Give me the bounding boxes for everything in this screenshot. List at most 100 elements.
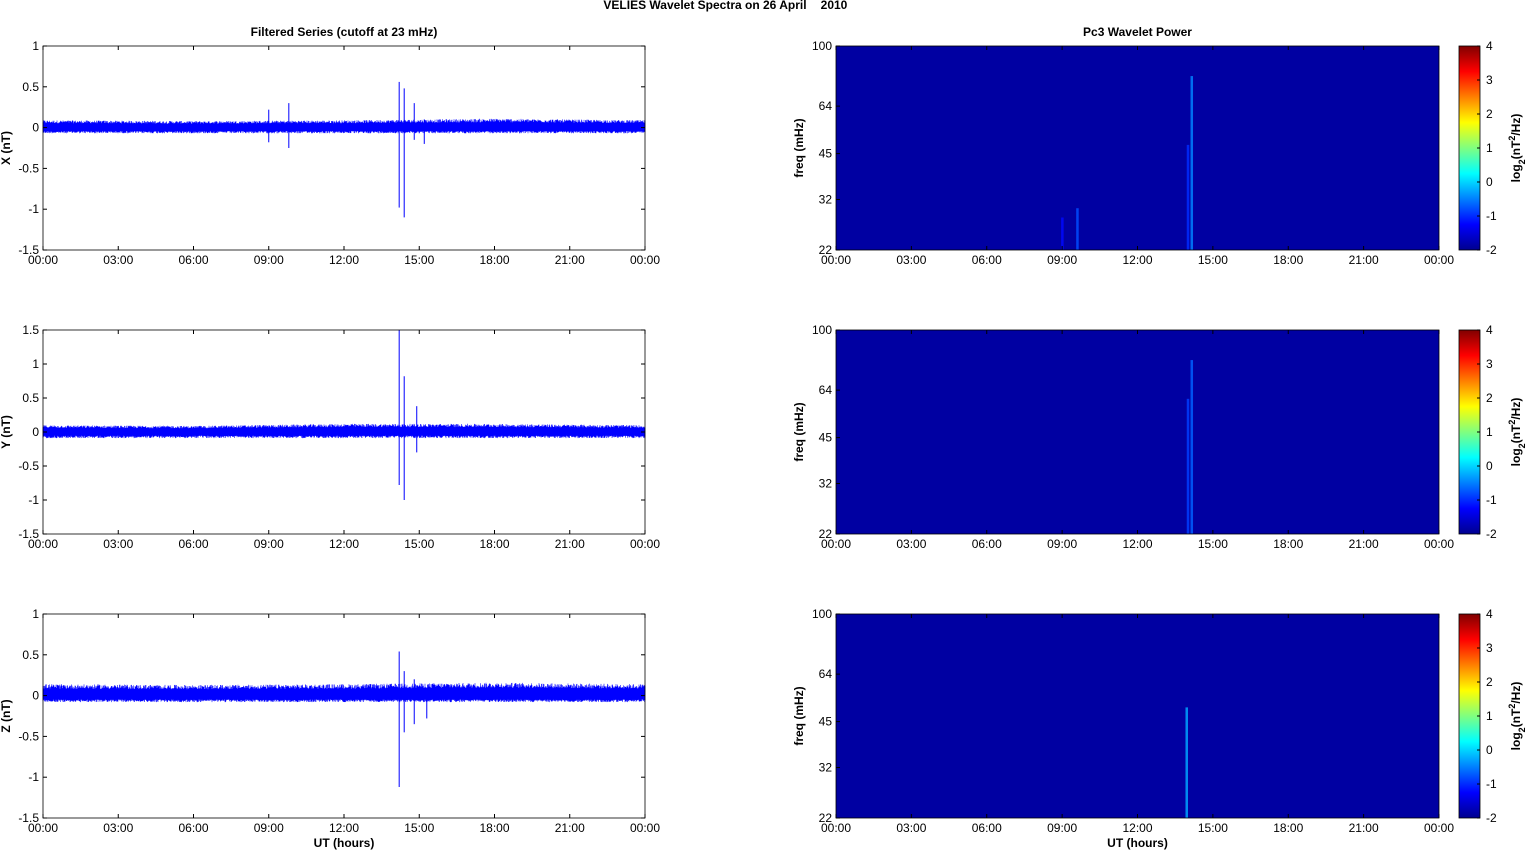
x-tick-label: 03:00 <box>103 537 133 551</box>
x-tick-label: 00:00 <box>1424 253 1454 267</box>
y-tick-label: -1.5 <box>18 811 39 825</box>
colorbar-tick-label: -1 <box>1486 209 1497 223</box>
y-tick-label: 32 <box>819 761 833 775</box>
colorbar-tick-label: 0 <box>1486 175 1493 189</box>
y-tick-label: 0.5 <box>22 648 39 662</box>
x-tick-label: 18:00 <box>1273 821 1303 835</box>
colorbar-tick-label: -1 <box>1486 493 1497 507</box>
y-tick-label: 45 <box>819 147 833 161</box>
y-tick-label: -0.5 <box>18 161 39 175</box>
x-tick-label: 15:00 <box>1198 253 1228 267</box>
plot-area <box>43 46 645 250</box>
power-burst <box>1190 360 1194 534</box>
x-tick-label: 00:00 <box>28 821 58 835</box>
time-series-panel-2: -1.5 -1 -0.5 0 0.5 1 1.5 00:00 03:00 06:00 09:00 12… <box>0 323 660 551</box>
colorbar-tick-label: 0 <box>1486 743 1493 757</box>
colorbar-label: log2(nT2/Hz) <box>1507 398 1526 467</box>
x-tick-label: 09:00 <box>1047 253 1077 267</box>
colorbar-tick-label: -1 <box>1486 777 1497 791</box>
y-tick-label: 100 <box>812 323 832 337</box>
wavelet-power-map <box>836 614 1439 818</box>
panel-title: Pc3 Wavelet Power <box>1083 25 1192 39</box>
y-tick-label: 0 <box>32 425 39 439</box>
colorbar-tick-label: 1 <box>1486 709 1493 723</box>
x-tick-label: 21:00 <box>1349 253 1379 267</box>
y-axis-label: X (nT) <box>0 131 13 165</box>
colorbar-tick-label: 0 <box>1486 459 1493 473</box>
y-tick-label: 0 <box>32 689 39 703</box>
x-tick-label: 00:00 <box>630 253 660 267</box>
x-tick-label: 00:00 <box>28 537 58 551</box>
x-tick-label: 12:00 <box>1122 821 1152 835</box>
y-tick-label: -0.5 <box>18 459 39 473</box>
colorbar-tick-label: 2 <box>1486 675 1493 689</box>
x-tick-label: 03:00 <box>103 253 133 267</box>
colorbar: -2 -1 0 1 2 3 4 log2(nT2/Hz) <box>1458 607 1526 825</box>
x-tick-label: 21:00 <box>1349 821 1379 835</box>
colorbar-tick-label: 4 <box>1486 323 1493 337</box>
x-tick-label: 00:00 <box>28 253 58 267</box>
power-burst <box>1061 217 1064 250</box>
x-tick-label: 21:00 <box>1349 537 1379 551</box>
y-tick-label: -1 <box>28 202 39 216</box>
time-series-panel-3: -1.5 -1 -0.5 0 0.5 1 00:00 03:00 06:00 09:00 12:00… <box>0 607 660 850</box>
power-burst <box>1186 144 1190 250</box>
x-tick-label: 15:00 <box>404 821 434 835</box>
x-tick-label: 09:00 <box>254 537 284 551</box>
colorbar-tick-label: 4 <box>1486 39 1493 53</box>
colorbar-tick-label: 2 <box>1486 391 1493 405</box>
x-tick-label: 15:00 <box>1198 537 1228 551</box>
x-tick-label: 00:00 <box>821 821 851 835</box>
y-tick-label: 1 <box>32 607 39 621</box>
wavelet-power-map <box>836 46 1439 250</box>
x-tick-label: 18:00 <box>479 253 509 267</box>
y-tick-label: 45 <box>819 715 833 729</box>
x-tick-label: 00:00 <box>1424 537 1454 551</box>
x-tick-label: 12:00 <box>1122 253 1152 267</box>
panel-title: Filtered Series (cutoff at 23 mHz) <box>251 25 438 39</box>
power-burst <box>1186 398 1190 534</box>
colorbar-label: log2(nT2/Hz) <box>1507 114 1526 183</box>
y-tick-label: 64 <box>819 667 833 681</box>
colorbar-tick-label: 3 <box>1486 357 1493 371</box>
y-tick-label: 100 <box>812 607 832 621</box>
colorbar-tick-label: 3 <box>1486 73 1493 87</box>
x-tick-label: 00:00 <box>1424 821 1454 835</box>
x-tick-label: 06:00 <box>972 537 1002 551</box>
y-tick-label: 64 <box>819 99 833 113</box>
x-tick-label: 21:00 <box>555 253 585 267</box>
figure-title-left: VELIES Wavelet Spectra on 26 April <box>603 0 806 12</box>
x-tick-label: 00:00 <box>821 253 851 267</box>
x-tick-label: 09:00 <box>1047 821 1077 835</box>
x-tick-label: 18:00 <box>1273 537 1303 551</box>
y-tick-label: -0.5 <box>18 729 39 743</box>
colorbar-tick-label: -2 <box>1486 527 1497 541</box>
colorbar-gradient <box>1458 45 1481 251</box>
x-tick-label: 18:00 <box>1273 253 1303 267</box>
y-axis-label: freq (mHz) <box>792 402 806 461</box>
colorbar-tick-label: 4 <box>1486 607 1493 621</box>
x-tick-label: 15:00 <box>404 537 434 551</box>
x-tick-label: 18:00 <box>479 821 509 835</box>
colorbar-gradient <box>1458 613 1481 819</box>
y-tick-label: 32 <box>819 193 833 207</box>
power-burst <box>1185 707 1188 818</box>
y-axis-label: freq (mHz) <box>792 686 806 745</box>
colorbar-tick-label: -2 <box>1486 243 1497 257</box>
x-tick-label: 03:00 <box>896 537 926 551</box>
colorbar: -2 -1 0 1 2 3 4 log2(nT2/Hz) <box>1458 39 1526 257</box>
x-tick-label: 06:00 <box>178 537 208 551</box>
colorbar-tick-label: 2 <box>1486 107 1493 121</box>
x-tick-label: 12:00 <box>329 253 359 267</box>
x-tick-label: 06:00 <box>178 253 208 267</box>
colorbar-label: log2(nT2/Hz) <box>1507 682 1526 751</box>
x-tick-label: 03:00 <box>896 253 926 267</box>
y-tick-label: -1.5 <box>18 243 39 257</box>
x-tick-label: 12:00 <box>329 537 359 551</box>
x-tick-label: 12:00 <box>329 821 359 835</box>
x-tick-label: 21:00 <box>555 537 585 551</box>
x-tick-label: 12:00 <box>1122 537 1152 551</box>
